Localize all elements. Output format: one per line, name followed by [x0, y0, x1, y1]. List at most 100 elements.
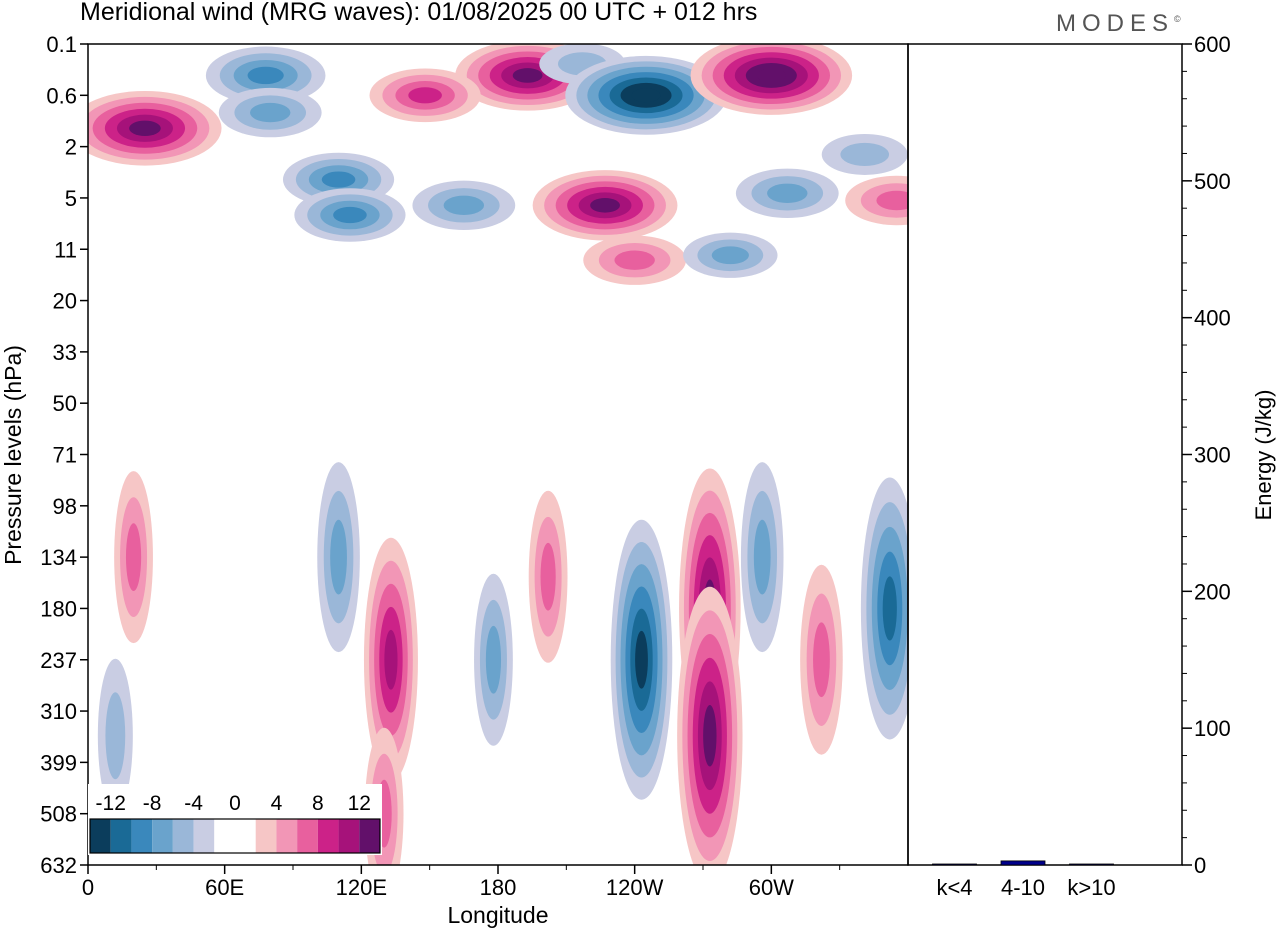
modes-logo: MODES©: [1056, 10, 1181, 38]
energy-category-label: k>10: [1067, 875, 1115, 900]
pressure-axis: 0.1 0.6 2 5 11 20 33 50 71 98 134 180 237 310 399 508 63…: [40, 32, 88, 878]
wind-field: [88, 44, 908, 865]
contour-band: [540, 542, 556, 611]
y-tick-label: 0.6: [46, 83, 77, 108]
y-tick-label: 399: [40, 750, 77, 775]
x-axis-label: Longitude: [447, 902, 548, 928]
contour-band: [485, 625, 502, 694]
wind-anomaly-southward: [821, 133, 908, 175]
contour-band: [333, 206, 367, 224]
colorbar-cell: [255, 819, 277, 853]
wind-anomaly-northward: [369, 68, 481, 123]
colorbar-cell: [90, 819, 111, 853]
x-tick-label: 120E: [336, 875, 387, 900]
contour-band: [711, 246, 749, 265]
y-tick-label: 310: [40, 699, 77, 724]
energy-tick-label: 100: [1194, 716, 1231, 741]
colorbar: -12 -8 -4 0 4 8 12: [88, 784, 382, 855]
energy-tick-label: 600: [1194, 32, 1231, 57]
wind-anomaly-southward: [683, 232, 778, 278]
energy-tick-label: 200: [1194, 579, 1231, 604]
wind-anomaly-southward: [97, 658, 133, 813]
y-tick-label: 98: [53, 494, 77, 519]
wind-anomaly-northward: [583, 235, 687, 285]
contour-band: [756, 68, 786, 83]
y-tick-label: 33: [53, 340, 77, 365]
energy-tick-label: 400: [1194, 306, 1231, 331]
energy-bar: [1000, 860, 1046, 866]
contour-band: [840, 142, 890, 167]
energy-category-label: k<4: [936, 875, 972, 900]
contour-band: [247, 66, 284, 85]
colorbar-cell: [276, 819, 298, 853]
colorbar-label: 8: [312, 792, 324, 815]
contour-band: [408, 87, 442, 104]
energy-tick-label: 300: [1194, 443, 1231, 468]
wind-anomaly-northward: [677, 586, 743, 865]
wind-anomaly-southward: [860, 477, 908, 740]
y-tick-label: 0.1: [46, 32, 77, 57]
y-tick-label: 5: [65, 186, 77, 211]
colorbar-cell: [131, 819, 153, 853]
brand-text: MODES: [1056, 10, 1175, 37]
colorbar-label: -8: [143, 792, 162, 815]
contour-band: [321, 171, 356, 188]
energy-bar: [932, 863, 977, 866]
colorbar-label: 12: [348, 792, 371, 815]
contour-band: [614, 250, 655, 270]
contour-band: [590, 198, 620, 213]
wind-anomaly-northward: [88, 90, 222, 166]
y-tick-label: 20: [53, 289, 77, 314]
colorbar-cell: [297, 819, 318, 853]
colorbar-label: -4: [184, 792, 203, 815]
energy-panel-frame: [907, 43, 1183, 866]
colorbar-frame: [89, 818, 381, 854]
contour-band: [125, 523, 142, 592]
y-tick-label: 508: [40, 802, 77, 827]
x-tick-label: 60E: [205, 875, 244, 900]
contour-band: [330, 519, 347, 595]
wind-anomaly-northward: [114, 471, 153, 644]
energy-tick-label: 0: [1194, 853, 1206, 878]
wind-anomaly-northward: [363, 537, 418, 782]
contour-band: [753, 519, 771, 595]
y-tick-label: 180: [40, 596, 77, 621]
brand-mark: ©: [1174, 14, 1181, 24]
wind-anomaly-southward: [565, 55, 727, 135]
contour-band: [703, 705, 717, 767]
wind-anomaly-southward: [735, 168, 839, 218]
wind-anomaly-southward: [294, 188, 406, 242]
y-tick-label: 2: [65, 135, 77, 160]
colorbar-label: 0: [229, 792, 241, 815]
colorbar-label: 4: [271, 792, 283, 815]
contour-band: [443, 195, 485, 216]
contour-band: [250, 102, 291, 123]
colorbar-cell: [235, 819, 256, 853]
y-tick-label: 237: [40, 648, 77, 673]
longitude-axis: 0 60E 120E 180 120W 60W: [82, 865, 841, 900]
contour-band: [767, 183, 808, 203]
energy-category-label: 4-10: [1001, 875, 1045, 900]
wind-anomaly-northward: [690, 44, 853, 115]
wind-anomaly-northward: [528, 490, 568, 663]
contour-band: [813, 622, 830, 698]
colorbar-cell: [152, 819, 173, 853]
wind-anomaly-southward: [317, 462, 360, 653]
y-axis-label: Pressure levels (hPa): [0, 345, 26, 565]
figure-title: Meridional wind (MRG waves): 01/08/2025 …: [80, 0, 758, 26]
wind-anomaly-southward: [740, 462, 784, 653]
wind-anomaly-southward: [474, 573, 513, 746]
wind-anomaly-southward: [610, 519, 673, 800]
contour-band: [882, 576, 897, 641]
colorbar-cell: [359, 819, 380, 853]
x-tick-label: 180: [480, 875, 517, 900]
contour-band: [512, 68, 543, 83]
colorbar-cell: [338, 819, 360, 853]
energy-bar: [1069, 863, 1114, 866]
colorbar-cell: [110, 819, 132, 853]
x-tick-label: 0: [82, 875, 94, 900]
energy-bars: k<4 4-10 k>10: [932, 860, 1116, 900]
y-tick-label: 11: [54, 237, 77, 262]
wind-anomaly-southward: [218, 87, 322, 138]
